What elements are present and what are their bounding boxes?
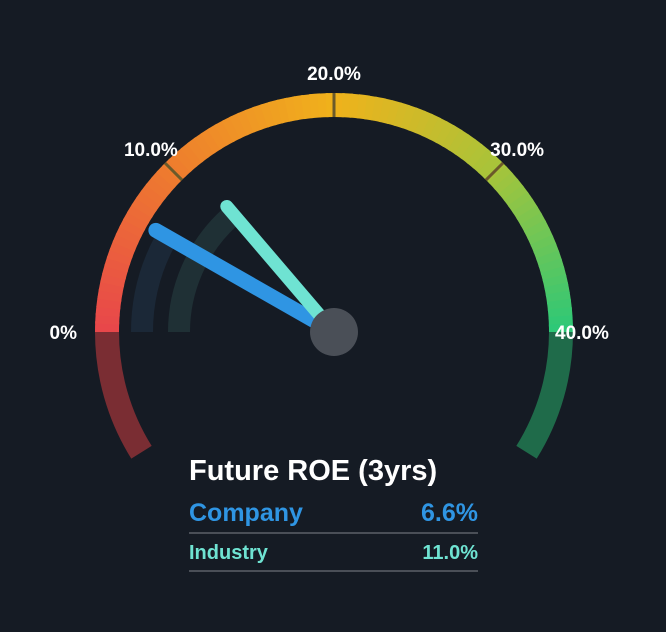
legend-row-industry: Industry 11.0% (189, 534, 478, 572)
legend-industry-name: Industry (189, 542, 268, 564)
gauge-lower-left-arc (95, 331, 152, 459)
legend-company-value: 6.6% (421, 499, 478, 527)
gauge-lower-arcs (95, 331, 573, 459)
gauge-hub (310, 308, 358, 356)
chart-title: Future ROE (3yrs) (189, 455, 438, 487)
tick-label: 30.0% (490, 140, 544, 161)
gauge-tick-marks (163, 93, 505, 182)
gauge-tick-mark (163, 161, 184, 182)
gauge-inner-arcs (131, 209, 237, 333)
tick-label: 10.0% (124, 140, 178, 161)
gauge-tick-mark (484, 161, 505, 182)
gauge-lower-right-arc (516, 331, 573, 459)
tick-label: 40.0% (555, 323, 609, 344)
company-needle (148, 222, 342, 340)
legend: Future ROE (3yrs) Company 6.6% Industry … (189, 452, 478, 572)
industry-needle (220, 200, 341, 339)
legend-row-company: Company 6.6% (189, 496, 478, 534)
tick-label: 0% (50, 323, 78, 344)
gauge-tick-labels: 0% 10.0% 20.0% 30.0% 40.0% (50, 64, 609, 344)
tick-label: 20.0% (307, 64, 361, 85)
gauge-needles (148, 200, 342, 340)
legend-company-name: Company (189, 499, 303, 527)
gauge-outer-arc (94, 92, 573, 333)
industry-range-arc (168, 209, 237, 333)
company-range-arc (131, 237, 174, 333)
legend-industry-value: 11.0% (422, 542, 478, 564)
